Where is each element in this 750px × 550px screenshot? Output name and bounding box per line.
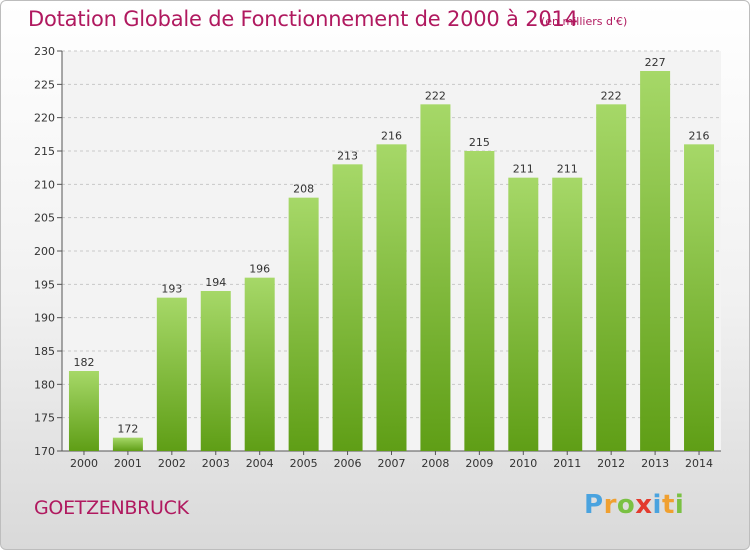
logo-letter: t (661, 490, 675, 520)
bar (464, 151, 495, 451)
x-tick-label: 2003 (202, 457, 230, 470)
bar-value-label: 222 (425, 89, 446, 102)
bar (376, 144, 407, 452)
x-tick-label: 2005 (290, 457, 318, 470)
x-tick-label: 2010 (509, 457, 537, 470)
bar-value-label: 222 (601, 89, 622, 102)
bar (68, 371, 99, 451)
bar (156, 297, 187, 451)
bar-value-label: 182 (73, 356, 94, 369)
x-tick-label: 2007 (378, 457, 406, 470)
chart-subtitle: (en milliers d'€) (541, 15, 628, 28)
y-tick-label: 220 (34, 112, 55, 125)
y-tick-label: 170 (34, 445, 55, 458)
bar-value-label: 208 (293, 183, 314, 196)
bar-value-label: 216 (381, 129, 402, 142)
x-tick-label: 2002 (158, 457, 186, 470)
bar-value-label: 211 (513, 163, 534, 176)
logo-letter: r (603, 490, 617, 520)
bar-value-label: 193 (161, 283, 182, 296)
proxiti-logo: Proxiti (584, 490, 684, 520)
bar-value-label: 213 (337, 149, 358, 162)
y-tick-label: 230 (34, 45, 55, 58)
y-tick-label: 215 (34, 145, 55, 158)
logo-letter: P (584, 490, 604, 520)
bar-value-label: 172 (117, 423, 138, 436)
bar (112, 437, 143, 451)
commune-name: GOETZENBRUCK (34, 497, 189, 519)
bar-value-label: 215 (469, 136, 490, 149)
bar (332, 164, 363, 452)
x-tick-label: 2004 (246, 457, 274, 470)
x-tick-label: 2009 (465, 457, 493, 470)
logo-letter: i (674, 490, 685, 520)
x-tick-label: 2000 (70, 457, 98, 470)
bar (596, 104, 627, 451)
y-tick-label: 185 (34, 345, 55, 358)
y-tick-label: 190 (34, 312, 55, 325)
x-tick-label: 2011 (553, 457, 581, 470)
x-tick-label: 2008 (421, 457, 449, 470)
y-tick-label: 225 (34, 78, 55, 91)
bar (552, 177, 583, 451)
logo-letter: i (652, 490, 662, 520)
logo-letter: o (616, 490, 636, 520)
bar-value-label: 194 (205, 276, 226, 289)
y-tick-label: 180 (34, 378, 55, 391)
bar-value-label: 196 (249, 263, 270, 276)
bar (200, 291, 231, 451)
y-tick-label: 210 (34, 178, 55, 191)
y-tick-label: 200 (34, 245, 55, 258)
bar (288, 197, 319, 451)
bar (420, 104, 451, 451)
bar (244, 277, 275, 451)
bar (640, 71, 671, 451)
x-tick-label: 2001 (114, 457, 142, 470)
bar-value-label: 211 (557, 163, 578, 176)
x-tick-label: 2012 (597, 457, 625, 470)
x-tick-label: 2006 (334, 457, 362, 470)
y-tick-label: 205 (34, 212, 55, 225)
bar (508, 177, 539, 451)
y-tick-label: 195 (34, 278, 55, 291)
y-tick-label: 175 (34, 412, 55, 425)
x-tick-label: 2014 (685, 457, 713, 470)
bar-value-label: 227 (645, 56, 666, 69)
bar-value-label: 216 (689, 129, 710, 142)
bar (684, 144, 715, 452)
x-tick-label: 2013 (641, 457, 669, 470)
chart-title: Dotation Globale de Fonctionnement de 20… (28, 7, 578, 31)
logo-letter: x (635, 490, 653, 520)
